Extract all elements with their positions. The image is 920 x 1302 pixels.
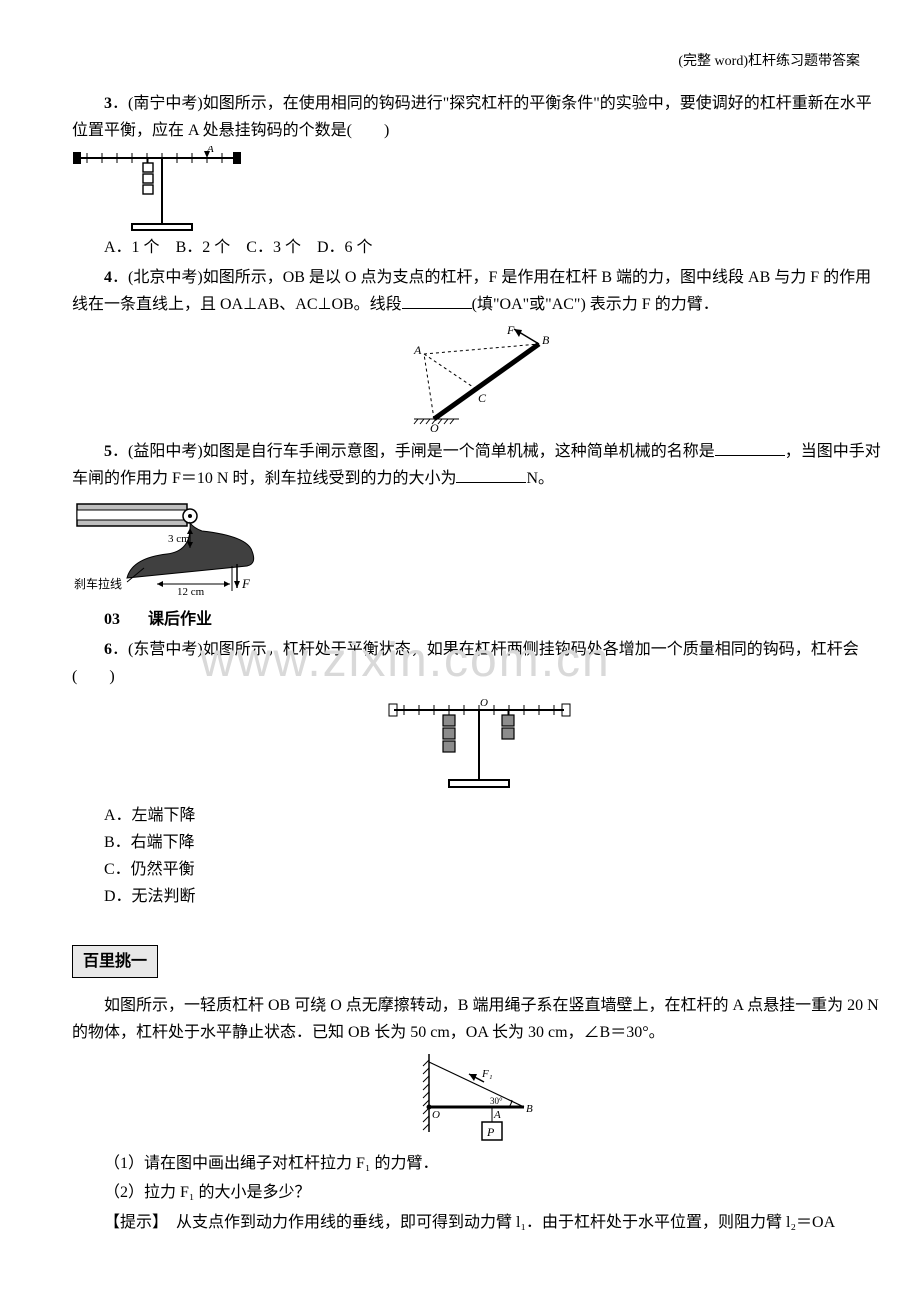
document-body: 3．(南宁中考)如图所示，在使用相同的钩码进行"探究杠杆的平衡条件"的实验中，要… [72,90,886,1236]
svg-text:3 cm: 3 cm [168,533,190,545]
q4-figure: F A B C O [404,324,554,434]
special-sub1: （1）请在图中画出绳子对杠杆拉力 F₁ 的力臂． [72,1150,886,1177]
svg-text:C: C [478,391,487,405]
q6-optB: B．右端下降 [72,829,886,856]
svg-text:30°: 30° [490,1096,503,1106]
q6-num: 6 [104,641,112,658]
special-figure: F₁ 30° O B A P [414,1052,544,1144]
q6-optC: C．仍然平衡 [72,856,886,883]
q4-num: 4 [104,269,112,286]
svg-text:F: F [241,576,251,591]
special-sub2: （2）拉力 F₁ 的大小是多少？ [72,1179,886,1206]
q3-optB: B．2 个 [176,239,231,256]
q6-text: 6．(东营中考)如图所示，杠杆处于平衡状态，如果在杠杆两侧挂钩码处各增加一个质量… [72,636,886,690]
q3-optC: C．3 个 [246,239,301,256]
svg-text:A: A [493,1109,501,1121]
q5-blank2 [456,467,526,483]
q5-source: (益阳中考) [128,443,203,460]
q6-optA: A．左端下降 [72,802,886,829]
section-title: 课后作业 [148,606,212,633]
q6-source: (东营中考) [128,641,203,658]
svg-text:B: B [526,1103,533,1115]
q5-num: 5 [104,443,112,460]
svg-text:12 cm: 12 cm [177,586,205,596]
svg-text:O: O [480,697,488,709]
svg-text:F: F [506,324,515,337]
q3-options: A．1 个 B．2 个 C．3 个 D．6 个 [72,234,886,261]
special-hint: 【提示】 从支点作到动力作用线的垂线，即可得到动力臂 l₁．由于杠杆处于水平位置… [72,1209,886,1236]
q3-optD: D．6 个 [317,239,373,256]
q3-figure: A [72,146,886,234]
q5-body3: N。 [526,470,554,487]
svg-text:刹车拉线: 刹车拉线 [74,576,122,591]
q6-optD: D．无法判断 [72,883,886,910]
section-header: 03 课后作业 [72,606,886,633]
svg-text:A: A [413,343,422,357]
q5-text: 5．(益阳中考)如图是自行车手闸示意图，手闸是一个简单机械，这种简单机械的名称是… [72,438,886,492]
special-box: 百里挑一 [72,945,158,978]
q4-text: 4．(北京中考)如图所示，OB 是以 O 点为支点的杠杆，F 是作用在杠杆 B … [72,264,886,318]
q5-body1: 如图是自行车手闸示意图，手闸是一个简单机械，这种简单机械的名称是 [203,443,715,460]
svg-text:O: O [430,421,439,434]
svg-text:O: O [432,1109,440,1121]
section-num: 03 [104,606,120,633]
q4-blank [402,293,472,309]
q3-source: (南宁中考) [128,95,203,112]
q5-figure: 3 cm 刹车拉线 12 cm F [72,496,886,596]
svg-text:F₁: F₁ [481,1068,493,1080]
special-text: 如图所示，一轻质杠杆 OB 可绕 O 点无摩擦转动，B 端用绳子系在竖直墙壁上，… [72,992,886,1046]
q6-figure: O [384,696,574,796]
svg-text:B: B [542,333,550,347]
q3-text: 3．(南宁中考)如图所示，在使用相同的钩码进行"探究杠杆的平衡条件"的实验中，要… [72,90,886,144]
header-note: (完整 word)杠杆练习题带答案 [678,50,860,74]
q5-blank1 [715,440,785,456]
q3-optA: A．1 个 [104,239,160,256]
q3-num: 3 [104,95,112,112]
q4-body2: (填"OA"或"AC") 表示力 F 的力臂． [472,296,719,313]
svg-text:P: P [486,1125,495,1139]
q4-source: (北京中考) [128,269,203,286]
